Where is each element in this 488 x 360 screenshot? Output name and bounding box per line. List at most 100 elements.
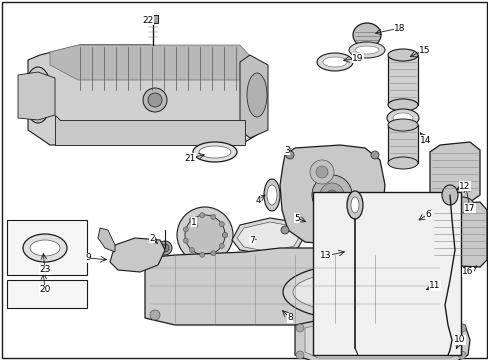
Circle shape (222, 233, 227, 238)
Text: 11: 11 (428, 282, 440, 291)
Ellipse shape (354, 46, 378, 54)
Ellipse shape (406, 217, 416, 233)
Ellipse shape (385, 215, 399, 235)
Polygon shape (18, 72, 55, 120)
Ellipse shape (350, 197, 358, 213)
Text: 4: 4 (255, 195, 260, 204)
Ellipse shape (387, 119, 417, 131)
Text: 3: 3 (284, 145, 289, 154)
Text: 1: 1 (191, 217, 197, 226)
Bar (7, 8, 268, 168)
Circle shape (370, 151, 378, 159)
Ellipse shape (352, 23, 380, 47)
Polygon shape (429, 142, 479, 202)
Text: 2: 2 (149, 234, 155, 243)
Circle shape (311, 175, 351, 215)
Text: 22: 22 (142, 15, 153, 24)
Text: 14: 14 (420, 135, 431, 144)
Polygon shape (28, 45, 264, 145)
Polygon shape (55, 115, 244, 145)
Text: 17: 17 (463, 203, 475, 212)
Ellipse shape (283, 264, 426, 320)
Circle shape (222, 233, 227, 238)
Ellipse shape (348, 42, 384, 58)
Polygon shape (110, 238, 164, 272)
Circle shape (285, 151, 293, 159)
Polygon shape (231, 218, 305, 255)
Circle shape (189, 248, 194, 253)
Ellipse shape (341, 217, 353, 233)
Text: 16: 16 (461, 267, 473, 276)
Circle shape (150, 255, 160, 265)
Circle shape (150, 310, 160, 320)
Text: 13: 13 (320, 252, 331, 261)
Ellipse shape (23, 234, 67, 262)
Circle shape (315, 166, 327, 178)
Circle shape (210, 214, 215, 219)
Bar (148, 15, 158, 23)
Text: 21: 21 (184, 153, 195, 162)
Bar (387, 55, 417, 105)
Bar (387, 125, 417, 163)
Polygon shape (50, 45, 264, 92)
Text: 10: 10 (453, 336, 465, 345)
Bar (7, 220, 87, 275)
Text: 8: 8 (286, 314, 292, 323)
Text: 5: 5 (293, 213, 299, 222)
Bar (312, 192, 460, 355)
Polygon shape (240, 55, 267, 138)
Circle shape (295, 324, 304, 332)
Ellipse shape (199, 146, 230, 158)
Circle shape (309, 160, 333, 184)
Ellipse shape (142, 88, 167, 112)
Ellipse shape (246, 73, 266, 117)
Circle shape (219, 222, 224, 227)
Ellipse shape (148, 93, 162, 107)
Circle shape (183, 238, 188, 243)
Circle shape (281, 226, 288, 234)
Ellipse shape (387, 99, 417, 111)
Circle shape (183, 227, 188, 232)
Ellipse shape (346, 191, 362, 219)
Ellipse shape (316, 53, 352, 71)
Bar (7, 280, 87, 308)
Ellipse shape (441, 185, 457, 205)
Ellipse shape (158, 241, 172, 255)
Ellipse shape (264, 179, 280, 211)
Circle shape (184, 215, 224, 255)
Ellipse shape (193, 142, 237, 162)
Text: 7: 7 (248, 235, 254, 244)
Polygon shape (280, 145, 384, 245)
Polygon shape (431, 202, 486, 267)
Circle shape (424, 310, 434, 320)
Text: 23: 23 (39, 266, 51, 274)
Circle shape (424, 255, 434, 265)
Circle shape (189, 217, 194, 222)
Circle shape (457, 324, 465, 332)
Ellipse shape (392, 113, 412, 123)
Ellipse shape (24, 67, 52, 123)
Polygon shape (237, 222, 299, 252)
Ellipse shape (449, 197, 473, 213)
Text: 19: 19 (351, 54, 363, 63)
Ellipse shape (313, 217, 325, 233)
Polygon shape (98, 228, 115, 252)
Ellipse shape (387, 157, 417, 169)
Circle shape (326, 190, 336, 200)
Polygon shape (299, 210, 361, 240)
Circle shape (319, 183, 343, 207)
Circle shape (377, 226, 385, 234)
Circle shape (199, 252, 204, 257)
Circle shape (457, 351, 465, 359)
Text: 15: 15 (418, 45, 430, 54)
Text: 12: 12 (458, 181, 470, 190)
Circle shape (219, 243, 224, 248)
Circle shape (177, 207, 232, 263)
Circle shape (199, 213, 204, 218)
Ellipse shape (387, 49, 417, 61)
Polygon shape (294, 320, 469, 360)
Text: 9: 9 (85, 253, 91, 262)
Text: 6: 6 (424, 210, 430, 219)
Ellipse shape (266, 185, 276, 205)
Text: 18: 18 (393, 23, 405, 32)
